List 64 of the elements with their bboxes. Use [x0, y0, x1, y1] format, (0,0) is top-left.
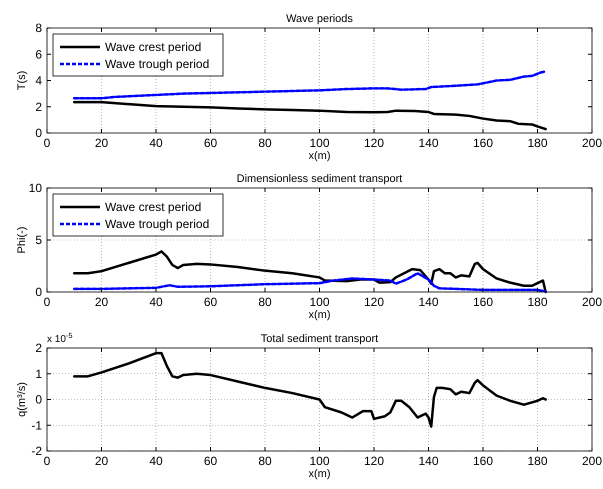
chart-title: Dimensionless sediment transport: [236, 173, 402, 185]
x-tick-label: 40: [149, 454, 163, 468]
x-tick-label: 160: [472, 454, 494, 468]
y-tick-label: 8: [35, 21, 42, 35]
x-tick-label: 100: [309, 295, 330, 309]
x-tick-label: 0: [44, 295, 51, 309]
y-tick-label: 5: [35, 233, 42, 247]
x-tick-label: 120: [364, 454, 384, 468]
x-tick-label: 80: [258, 136, 272, 150]
x-tick-label: 20: [94, 295, 108, 309]
x-tick-label: 180: [527, 454, 548, 468]
line-series: [73, 70, 547, 100]
x-tick-label: 20: [94, 454, 108, 468]
x-tick-label: 40: [149, 295, 163, 309]
y-tick-label: 6: [35, 47, 42, 62]
x-tick-label: 200: [582, 454, 602, 468]
x-tick-label: 140: [418, 295, 439, 309]
x-tick-label: 180: [527, 136, 548, 150]
x-tick-label: 20: [94, 136, 108, 150]
x-tick-label: 120: [364, 136, 384, 150]
y-tick-label: 4: [35, 74, 42, 88]
legend-label: Wave trough period: [105, 217, 210, 231]
y-tick-label: 0: [35, 285, 42, 299]
y-tick-label: 2: [35, 341, 42, 355]
line-series: [73, 272, 547, 293]
x-tick-label: 120: [364, 295, 384, 309]
x-tick-label: 160: [472, 136, 494, 150]
x-axis-title: x(m): [308, 468, 330, 480]
y-tick-label: 10: [28, 181, 42, 195]
legend-label: Wave crest period: [105, 200, 202, 214]
x-tick-label: 100: [309, 454, 330, 468]
y-tick-label: 0: [35, 126, 42, 140]
x-tick-label: 0: [44, 454, 51, 468]
x-tick-label: 40: [149, 136, 163, 150]
y-axis-title: q(m³/s): [16, 382, 28, 417]
y-tick-label: -1: [31, 418, 42, 432]
y-axis-title: Phi(-): [16, 226, 28, 254]
x-axis-title: x(m): [308, 150, 330, 162]
x-tick-label: 200: [582, 136, 602, 150]
x-tick-label: 0: [44, 136, 51, 150]
x-tick-label: 200: [582, 295, 602, 309]
x-tick-label: 80: [258, 454, 272, 468]
x-tick-label: 60: [204, 454, 218, 468]
text: x 10$^{-5}$: [47, 330, 73, 345]
x-axis-title: x(m): [308, 309, 330, 321]
x-tick-label: 140: [418, 136, 439, 150]
y-tick-label: -2: [31, 444, 42, 458]
x-tick-label: 160: [472, 295, 494, 309]
y-tick-label: 0: [35, 392, 42, 406]
y-tick-label: 1: [35, 366, 42, 381]
chart-title: Wave periods: [286, 13, 354, 25]
chart-title: Total sediment transport: [260, 333, 378, 345]
legend-label: Wave trough period: [105, 57, 210, 71]
x-tick-label: 100: [309, 136, 330, 150]
legend-label: Wave crest period: [105, 40, 202, 54]
y-axis-title: T(s): [16, 70, 28, 90]
x-tick-label: 180: [527, 295, 548, 309]
line-series: [73, 100, 547, 130]
x-tick-label: 80: [258, 295, 272, 309]
y-tick-label: 2: [35, 100, 42, 114]
x-tick-label: 140: [418, 454, 439, 468]
x-tick-label: 60: [204, 136, 218, 150]
x-tick-label: 60: [204, 295, 218, 309]
line-series: [73, 352, 547, 428]
